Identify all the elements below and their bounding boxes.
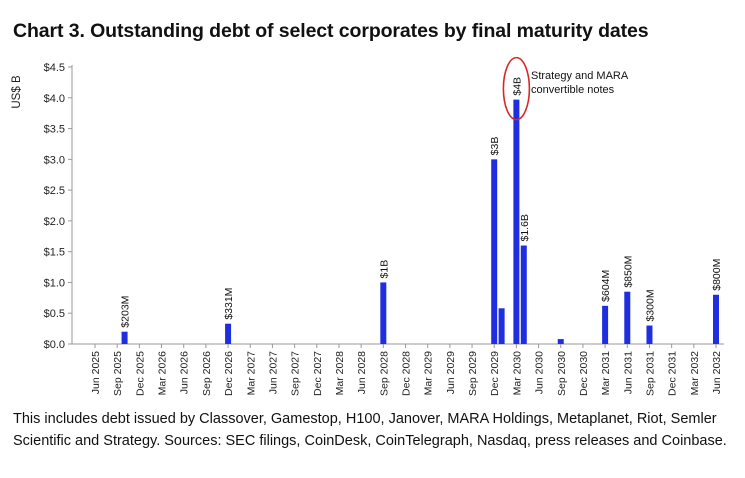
bar-value-label: $331M bbox=[223, 288, 235, 320]
highlight-ellipse bbox=[502, 56, 531, 121]
x-tick-label: Dec 2029 bbox=[489, 351, 501, 396]
bar bbox=[520, 245, 527, 344]
bar-value-label: $1B bbox=[378, 260, 390, 279]
bar bbox=[557, 339, 564, 344]
x-tick-label: Sep 2026 bbox=[201, 351, 213, 396]
x-tick-label: Sep 2027 bbox=[290, 351, 302, 396]
bar bbox=[498, 308, 505, 344]
x-tick-label: Jun 2030 bbox=[534, 351, 546, 394]
x-tick-label: Mar 2026 bbox=[157, 351, 169, 396]
bar-value-label: $604M bbox=[600, 270, 612, 302]
chart-title: Chart 3. Outstanding debt of select corp… bbox=[13, 20, 649, 42]
annotation-group: Strategy and MARA convertible notes bbox=[502, 56, 629, 121]
x-tick-label: Dec 2030 bbox=[578, 351, 590, 396]
x-tick-label: Sep 2030 bbox=[556, 351, 568, 396]
bar bbox=[491, 159, 498, 344]
y-tick-label: $0.0 bbox=[44, 339, 65, 351]
bar bbox=[225, 323, 232, 344]
bar bbox=[713, 294, 719, 344]
y-axis: $0.0 $0.5 $1.0 $1.5 $2.0 $2.5 $3.0 $3.5 $4.0 $4.5… bbox=[11, 62, 73, 351]
x-tick-label: Sep 2029 bbox=[467, 351, 479, 396]
bar-value-label: $800M bbox=[711, 259, 723, 291]
x-tick-label: Mar 2031 bbox=[600, 351, 612, 396]
x-tick-label: Dec 2027 bbox=[312, 351, 324, 396]
y-tick-label: $2.0 bbox=[44, 216, 65, 228]
x-tick-label: Dec 2031 bbox=[667, 351, 679, 396]
chart-footnote: This includes debt issued by Classover, … bbox=[13, 411, 727, 449]
annotation-text: Strategy and MARA bbox=[531, 70, 629, 82]
bar-chart: $0.0 $0.5 $1.0 $1.5 $2.0 $2.5 $3.0 $3.5 $4.0 $4.5… bbox=[11, 56, 724, 396]
y-tick-label: $3.5 bbox=[44, 124, 65, 136]
x-tick-label: Jun 2028 bbox=[356, 351, 368, 394]
x-tick-label: Jun 2031 bbox=[622, 351, 634, 394]
y-tick-label: $3.0 bbox=[44, 154, 65, 166]
x-tick-label: Mar 2029 bbox=[423, 351, 435, 396]
x-tick-label: Mar 2030 bbox=[511, 351, 523, 396]
bar-value-label: $1.6B bbox=[519, 214, 531, 241]
x-tick-label: Jun 2029 bbox=[445, 351, 457, 394]
bar-value-label: $4B bbox=[511, 77, 523, 96]
bar bbox=[624, 291, 631, 344]
bar bbox=[646, 325, 653, 344]
bar bbox=[121, 331, 128, 344]
x-tick-label: Jun 2026 bbox=[179, 351, 191, 394]
bar bbox=[513, 99, 520, 344]
x-tick-label: Sep 2031 bbox=[644, 351, 656, 396]
y-tick-label: $4.0 bbox=[44, 93, 65, 105]
y-tick-label: $2.5 bbox=[44, 185, 65, 197]
x-axis: Jun 2025 Sep 2025 Dec 2025 Mar 2026 Jun 2026… bbox=[72, 343, 724, 396]
y-tick-label: $4.5 bbox=[44, 62, 65, 74]
y-tick-label: $1.0 bbox=[44, 277, 65, 289]
x-tick-label: Jun 2032 bbox=[711, 351, 723, 394]
x-tick-label: Dec 2026 bbox=[223, 351, 235, 396]
annotation-text: convertible notes bbox=[531, 84, 615, 96]
x-tick-label: Mar 2027 bbox=[245, 351, 257, 396]
y-tick-label: $0.5 bbox=[44, 308, 65, 320]
x-tick-label: Sep 2028 bbox=[378, 351, 390, 396]
x-tick-label: Dec 2025 bbox=[134, 351, 146, 396]
x-tick-label: Mar 2032 bbox=[689, 351, 701, 396]
bar-value-label: $300M bbox=[644, 289, 656, 321]
bar-value-label: $203M bbox=[120, 296, 132, 328]
x-tick-label: Mar 2028 bbox=[334, 351, 346, 396]
bar-value-label: $3B bbox=[489, 137, 501, 156]
bar-labels-group: $203M $331M $1B $3B $4B $1.6B $604M $850M $300M $… bbox=[120, 77, 723, 328]
y-axis-title: US$ B bbox=[11, 75, 23, 109]
bar bbox=[602, 305, 609, 344]
x-tick-label: Dec 2028 bbox=[401, 351, 413, 396]
bar-value-label: $850M bbox=[622, 256, 634, 288]
x-tick-label: Jun 2027 bbox=[267, 351, 279, 394]
bars-group bbox=[121, 99, 719, 344]
y-tick-label: $1.5 bbox=[44, 247, 65, 259]
bar bbox=[380, 282, 387, 344]
x-tick-label: Jun 2025 bbox=[90, 351, 102, 394]
x-tick-label: Sep 2025 bbox=[112, 351, 124, 396]
